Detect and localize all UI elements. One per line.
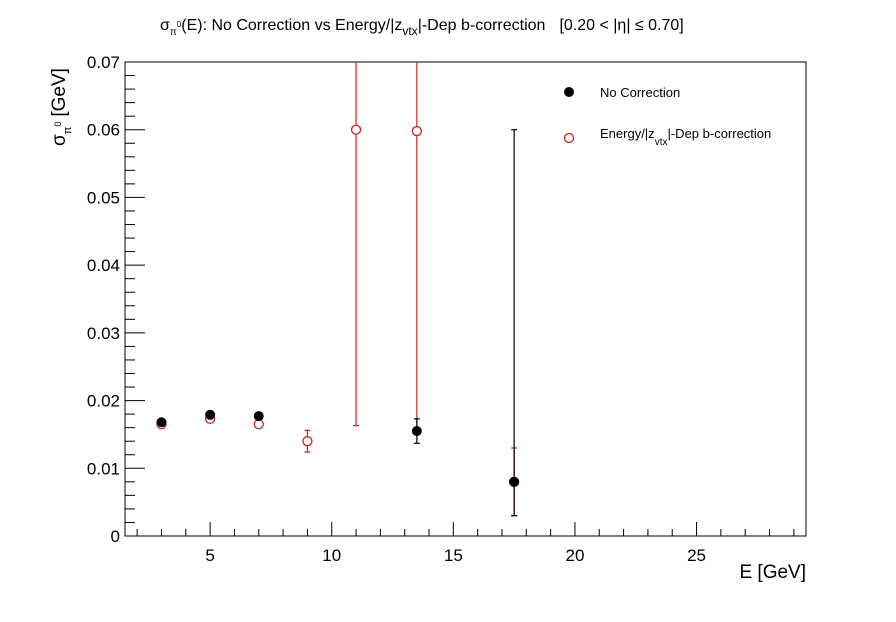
legend: No Correction Energy/|zvtx|-Dep b-correc… — [563, 85, 771, 148]
y-tick-label: 0.05 — [87, 188, 120, 207]
y-tick-label: 0.03 — [87, 324, 120, 343]
legend-label-b-correction: Energy/|zvtx|-Dep b-correction — [600, 126, 771, 148]
data-point-no-correction — [253, 411, 264, 422]
y-tick-label: 0.04 — [87, 256, 120, 275]
x-axis-title: E [GeV] — [739, 562, 806, 583]
y-tick-label: 0.07 — [87, 53, 120, 72]
x-tick-label: 25 — [687, 546, 706, 565]
plot-frame — [124, 61, 807, 537]
y-tick-label: 0.01 — [87, 459, 120, 478]
y-tick-label: 0 — [111, 527, 120, 546]
data-point-no-correction — [411, 426, 422, 437]
legend-marker-b-correction — [563, 132, 575, 144]
data-marks — [156, 62, 520, 517]
data-point-no-correction — [509, 476, 520, 487]
data-point-no-correction — [156, 417, 167, 428]
x-tick-label: 15 — [444, 546, 463, 565]
axis-ticks — [125, 61, 795, 537]
x-tick-label: 10 — [322, 546, 341, 565]
data-point-b-correction — [302, 436, 313, 447]
data-point-no-correction — [205, 409, 216, 420]
y-tick-label: 0.02 — [87, 392, 120, 411]
data-point-b-correction — [350, 124, 362, 135]
data-point-b-correction — [411, 125, 423, 137]
legend-label-no-correction: No Correction — [600, 85, 680, 100]
axis-tick-labels: 5 10 15 20 25 0 0.01 0.02 0.03 0.04 0.05 0.06 0.07 — [87, 53, 706, 565]
y-axis-title: σπ0[GeV] — [49, 68, 74, 146]
x-tick-label: 20 — [565, 546, 584, 565]
chart-title: σπ0(E): No Correction vs Energy/|zvtx|-D… — [160, 17, 684, 38]
legend-marker-no-correction — [564, 87, 574, 97]
y-tick-label: 0.06 — [87, 121, 120, 140]
x-tick-label: 5 — [205, 546, 214, 565]
